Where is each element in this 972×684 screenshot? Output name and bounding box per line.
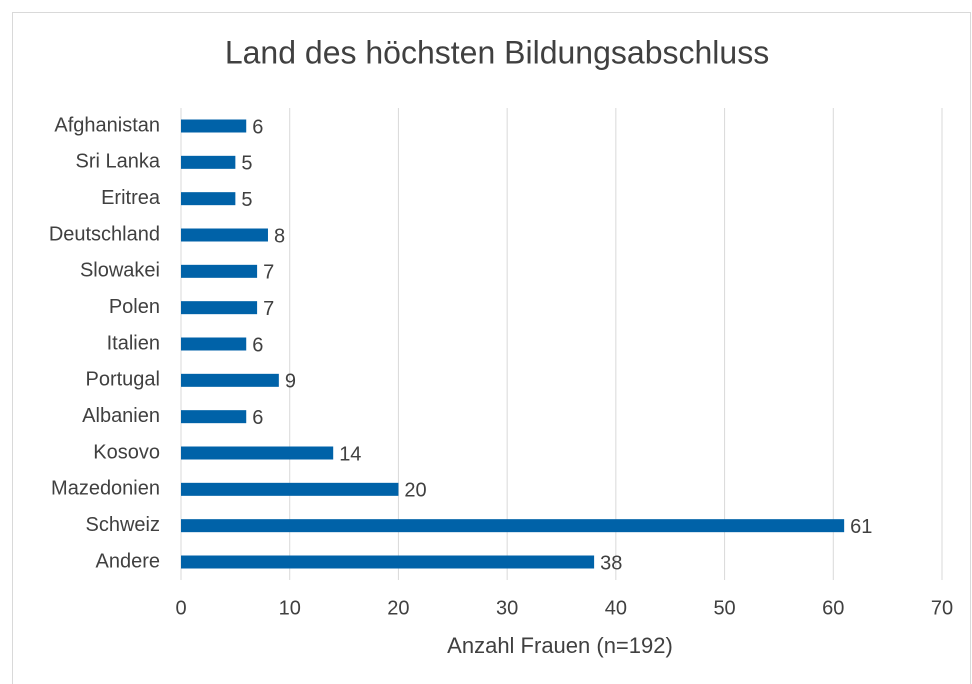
y-tick-label: Portugal (86, 369, 161, 391)
y-tick-label: Mazedonien (51, 478, 160, 500)
y-tick-label: Polen (109, 296, 160, 318)
chart-title: Land des höchsten Bildungsabschluss (225, 34, 769, 70)
y-tick-label: Deutschland (49, 223, 160, 245)
x-tick-label: 60 (822, 597, 844, 619)
x-tick-label: 40 (605, 597, 627, 619)
data-label: 6 (252, 116, 263, 138)
data-label: 61 (850, 516, 872, 538)
data-label: 7 (263, 298, 274, 320)
y-tick-label: Italien (107, 332, 160, 354)
bar (181, 410, 247, 424)
bar (181, 446, 334, 460)
bar (181, 519, 845, 533)
x-tick-label: 20 (387, 597, 409, 619)
y-tick-label: Eritrea (101, 187, 161, 209)
bar (181, 264, 258, 278)
bar (181, 192, 236, 206)
y-tick-label: Schweiz (86, 514, 160, 536)
y-tick-label: Sri Lanka (76, 151, 161, 173)
y-tick-label: Kosovo (93, 441, 160, 463)
x-axis-label: Anzahl Frauen (n=192) (447, 633, 673, 658)
y-tick-label: Albanien (82, 405, 160, 427)
chart-border (12, 12, 971, 684)
data-label: 5 (241, 153, 252, 175)
bar (181, 555, 595, 569)
bar (181, 337, 247, 351)
data-label: 38 (600, 552, 622, 574)
x-tick-label: 10 (279, 597, 301, 619)
bar (181, 373, 279, 387)
bar (181, 155, 236, 169)
data-label: 6 (252, 334, 263, 356)
y-tick-label: Andere (96, 550, 161, 572)
data-label: 14 (339, 443, 361, 465)
data-label: 6 (252, 407, 263, 429)
y-tick-label: Slowakei (80, 260, 160, 282)
data-label: 9 (285, 371, 296, 393)
x-tick-label: 30 (496, 597, 518, 619)
data-label: 5 (241, 189, 252, 211)
x-tick-label: 70 (931, 597, 953, 619)
data-label: 7 (263, 262, 274, 284)
bar (181, 482, 399, 496)
x-tick-label: 0 (175, 597, 186, 619)
bar (181, 301, 258, 315)
y-tick-label: Afghanistan (54, 114, 160, 136)
bar (181, 228, 268, 242)
data-label: 20 (404, 480, 426, 502)
x-tick-label: 50 (713, 597, 735, 619)
bar (181, 119, 247, 133)
data-label: 8 (274, 225, 285, 247)
